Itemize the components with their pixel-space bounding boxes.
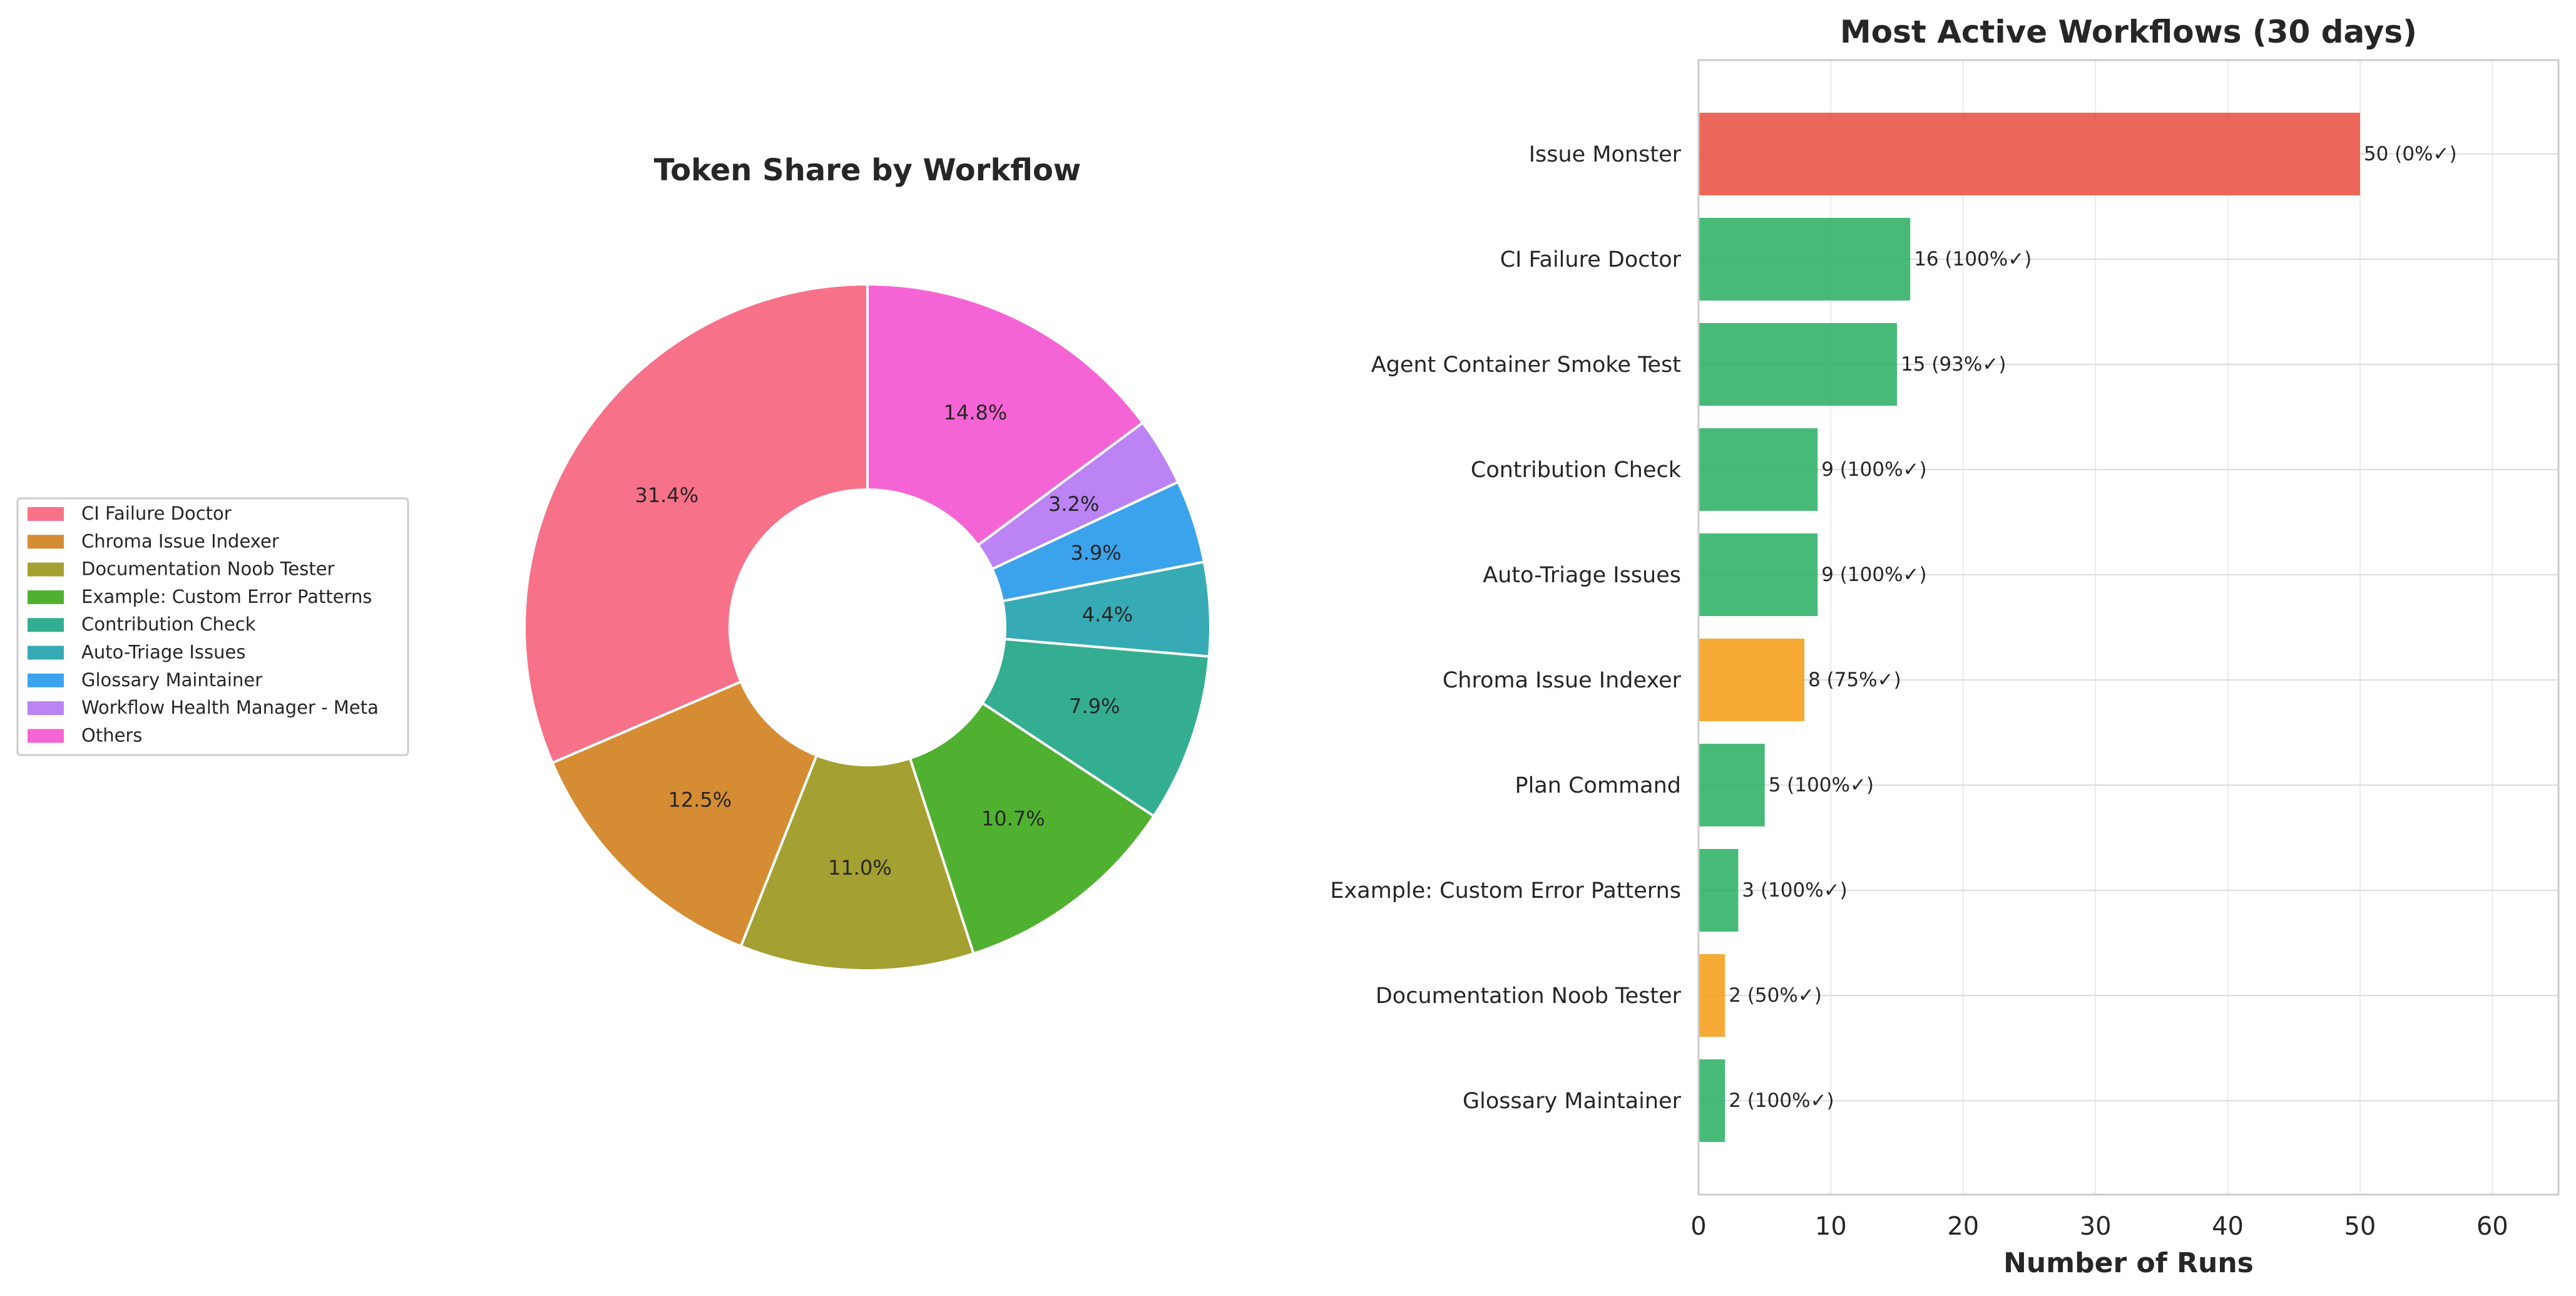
bar-value-label: 50 (0%✓) [2364,143,2457,165]
donut-slice-label: 3.9% [1070,541,1121,565]
x-tick-label: 30 [2080,1212,2112,1241]
bar-value-label: 9 (100%✓) [1821,563,1926,586]
bar [1699,218,1911,301]
bar [1699,533,1818,616]
x-tick-label: 20 [1947,1212,1979,1241]
bar-chart: Most Active Workflows (30 days) 50 (0%✓)… [1330,14,2560,1279]
legend-swatch [28,645,64,660]
legend-frame [16,497,409,756]
donut-legend: CI Failure Doctor Chroma Issue Indexer Doc… [16,497,409,756]
legend-swatch [28,673,64,687]
bar [1699,744,1765,826]
bar [1699,954,1725,1037]
bar [1699,1059,1725,1142]
bar-value-label: 16 (100%✓) [1914,248,2032,270]
legend-swatch [28,507,64,521]
legend-entry-label: Contribution Check [81,614,256,635]
donut-slice [739,753,976,972]
bar-value-label: 15 (93%✓) [1901,353,2006,376]
donut-slice [523,282,869,765]
x-tick-label: 50 [2344,1212,2376,1241]
donut-slice-label: 31.4% [635,483,698,507]
legend-entry-label: Example: Custom Error Patterns [81,586,372,607]
donut-slice-label: 7.9% [1069,694,1120,718]
bar-category-label: Example: Custom Error Patterns [1330,878,1681,903]
bar [1699,113,2360,195]
donut-chart: Token Share by Workflow 31.4% 12.5% 11.0% 1… [16,153,1212,972]
donut-chart-title: Token Share by Workflow [654,153,1081,188]
legend-entry-label: Others [81,724,142,746]
legend-entry-label: CI Failure Doctor [81,503,232,524]
bar-category-label: Contribution Check [1471,458,1682,483]
legend-swatch [28,590,64,604]
x-tick-label: 10 [1815,1212,1847,1241]
bar-chart-plot-frame [1697,59,2560,1196]
bar-chart-title: Most Active Workflows (30 days) [1840,14,2417,50]
bar [1699,849,1739,932]
donut-slice-label: 10.7% [981,806,1045,830]
x-tick-label: 0 [1690,1212,1706,1241]
donut-slices [523,282,1212,972]
donut-slice-label: 14.8% [944,401,1008,424]
legend-entry-label: Auto-Triage Issues [81,642,245,663]
donut-value-labels: 31.4% 12.5% 11.0% 10.7% 7.9% 4.4% 3.9% 3.2% 14.8… [635,401,1133,880]
bar-category-label: Plan Command [1515,773,1681,798]
legend-swatch [28,701,64,716]
bar [1699,639,1805,721]
bar-category-label: Agent Container Smoke Test [1371,352,1681,378]
bar-value-label: 2 (50%✓) [1729,984,1822,1007]
donut-slice-label: 11.0% [828,856,892,880]
bar [1699,428,1818,511]
bar-category-label: Glossary Maintainer [1463,1089,1682,1114]
donut-slice [980,637,1211,818]
bar-value-label: 2 (100%✓) [1729,1089,1834,1112]
bar-chart-x-axis-label: Number of Runs [2003,1247,2254,1279]
bar-category-label: Issue Monster [1529,142,1682,167]
bar-chart-category-labels: Issue Monster CI Failure Doctor Agent Cont… [1330,142,1681,1114]
donut-slice [866,282,1145,547]
bar-value-label: 9 (100%✓) [1821,458,1926,481]
legend-entry-label: Workflow Health Manager - Meta [81,697,379,718]
bar-chart-x-tick-labels: 0 10 20 30 40 50 60 [1690,1212,2508,1241]
bar-value-label: 3 (100%✓) [1742,879,1847,902]
donut-slice-label: 4.4% [1082,602,1133,626]
donut-slice [550,680,819,948]
x-tick-label: 40 [2212,1212,2244,1241]
legend-swatch [28,729,64,743]
donut-slice [908,701,1156,955]
legend-entry-label: Documentation Noob Tester [81,558,335,580]
bar-category-label: Chroma Issue Indexer [1443,668,1682,693]
donut-slice-label: 3.2% [1048,492,1099,516]
legend-swatch [28,618,64,632]
bar [1699,323,1898,406]
bar-value-label: 8 (75%✓) [1808,669,1901,691]
bar-category-label: Auto-Triage Issues [1483,563,1681,588]
donut-slice-label: 12.5% [668,788,732,811]
bar-category-label: Documentation Noob Tester [1376,984,1682,1009]
legend-entry-label: Glossary Maintainer [81,669,262,691]
x-tick-label: 60 [2476,1212,2508,1241]
legend-swatch [28,562,64,577]
bar-chart-bars: 50 (0%✓) 16 (100%✓) 15 (93%✓) 9 (100%✓) 9 (1… [1699,113,2457,1142]
legend-entry-label: Chroma Issue Indexer [81,530,279,552]
bar-value-label: 5 (100%✓) [1769,774,1874,796]
legend-swatch [28,535,64,549]
bar-category-label: CI Failure Doctor [1500,247,1682,272]
